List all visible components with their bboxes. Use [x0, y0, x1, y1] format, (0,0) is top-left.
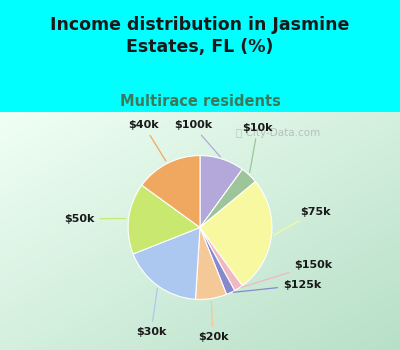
Wedge shape — [200, 155, 242, 228]
Text: $40k: $40k — [128, 120, 166, 161]
Text: Income distribution in Jasmine
Estates, FL (%): Income distribution in Jasmine Estates, … — [50, 16, 350, 56]
Text: ⓘ City-Data.com: ⓘ City-Data.com — [236, 128, 320, 138]
Text: $75k: $75k — [274, 206, 330, 235]
Wedge shape — [196, 228, 226, 300]
Wedge shape — [200, 228, 235, 294]
Text: $20k: $20k — [198, 301, 228, 342]
Wedge shape — [200, 182, 272, 286]
Text: $125k: $125k — [233, 280, 321, 292]
Wedge shape — [200, 169, 256, 228]
Wedge shape — [142, 155, 200, 228]
Text: $30k: $30k — [136, 288, 166, 337]
Text: Multirace residents: Multirace residents — [120, 94, 280, 108]
Text: $50k: $50k — [64, 214, 126, 224]
Wedge shape — [133, 228, 200, 299]
Wedge shape — [200, 228, 242, 290]
Wedge shape — [128, 185, 200, 254]
Text: $10k: $10k — [242, 123, 273, 172]
Text: $100k: $100k — [174, 120, 220, 157]
Text: $150k: $150k — [241, 260, 333, 287]
